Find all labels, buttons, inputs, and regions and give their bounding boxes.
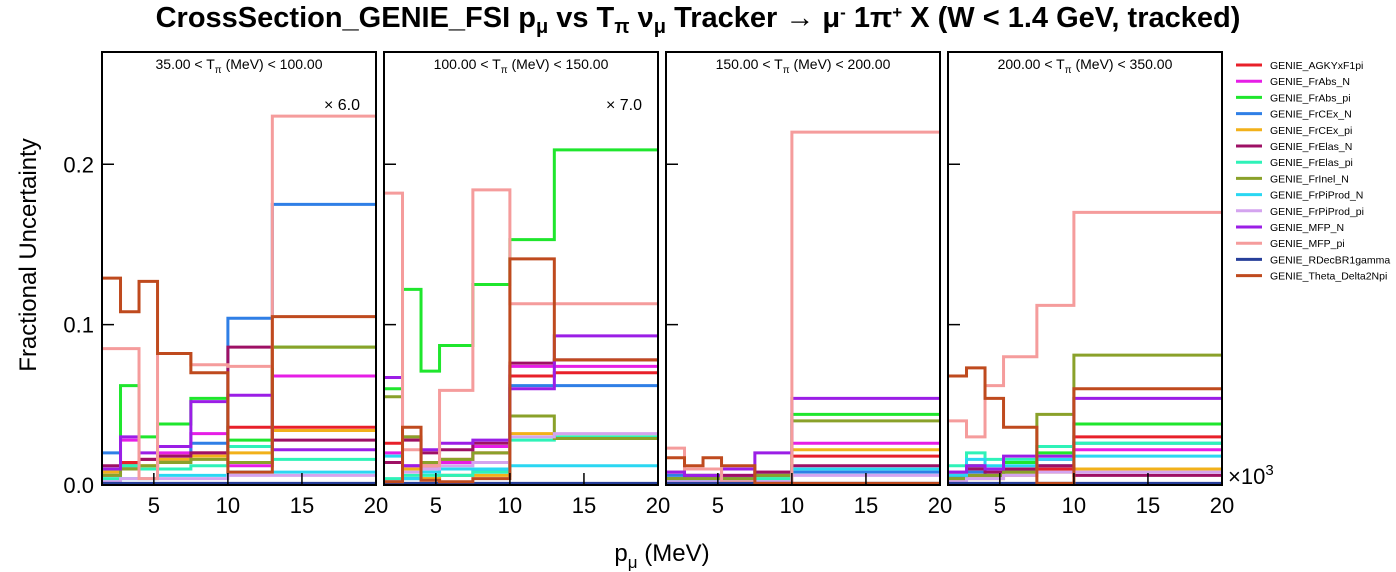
series-line-GENIE_FrPiProd_pi — [102, 473, 376, 484]
series-line-GENIE_MFP_pi — [102, 114, 376, 481]
series-line-GENIE_FrPiProd_pi — [948, 470, 1222, 484]
panel-frame — [947, 51, 1223, 486]
chart-title: CrossSection_GENIE_FSI pμ vs Tπ νμ Track… — [155, 2, 1241, 38]
x-tick-label: 15 — [290, 493, 314, 518]
series-line-GENIE_MFP_N — [384, 334, 658, 468]
series-line-GENIE_FrInel_N — [384, 395, 658, 465]
x-tick-label: 10 — [498, 493, 522, 518]
series-line-GENIE_MFP_pi — [384, 188, 658, 468]
x-tick-label: 15 — [854, 493, 878, 518]
legend-label: GENIE_FrPiProd_N — [1270, 190, 1363, 202]
x-tick-label: 20 — [928, 493, 952, 518]
legend-label: GENIE_FrElas_pi — [1270, 157, 1353, 169]
legend-item: GENIE_FrPiProd_N — [1236, 190, 1363, 202]
legend-label: GENIE_Theta_Delta2Npi — [1270, 271, 1387, 283]
x-tick-label: 5 — [148, 493, 160, 518]
legend: GENIE_AGKYxF1pi GENIE_FrAbs_N GENIE_FrAbs_… — [1236, 60, 1390, 283]
x-tick-label: 20 — [364, 493, 388, 518]
series-line-GENIE_FrAbs_pi — [384, 148, 658, 391]
legend-item: GENIE_MFP_N — [1236, 222, 1344, 234]
legend-item: GENIE_Theta_Delta2Npi — [1236, 271, 1387, 283]
legend-item: GENIE_AGKYxF1pi — [1236, 60, 1363, 72]
x-axis-label: pμ (MeV) — [614, 540, 709, 572]
series-line-GENIE_Theta_Delta2Npi — [666, 456, 940, 485]
scale-factor: × 6.0 — [324, 97, 360, 114]
x-tick-label: 5 — [712, 493, 724, 518]
series-line-GENIE_MFP_N — [948, 396, 1222, 474]
legend-label: GENIE_MFP_N — [1270, 222, 1344, 234]
series-line-GENIE_FrPiProd_pi — [384, 432, 658, 484]
legend-label: GENIE_MFP_pi — [1270, 238, 1345, 250]
legend-item: GENIE_FrElas_pi — [1236, 157, 1353, 169]
panel-label: 200.00 < Tπ (MeV) < 350.00 — [998, 56, 1173, 76]
panel-4: 5 10 15 20 200.00 < Tπ (MeV) < 350.00 — [947, 51, 1234, 518]
legend-label: GENIE_FrAbs_N — [1270, 76, 1350, 88]
series-line-GENIE_Theta_Delta2Npi — [102, 276, 376, 474]
legend-item: GENIE_FrAbs_N — [1236, 76, 1350, 88]
series-line-GENIE_MFP_N — [666, 396, 940, 477]
scale-factor: × 7.0 — [606, 97, 642, 114]
x-tick-label: 15 — [1136, 493, 1160, 518]
x-tick-label: 10 — [780, 493, 804, 518]
x-tick-label: 20 — [646, 493, 670, 518]
panel-label: 100.00 < Tπ (MeV) < 150.00 — [434, 56, 609, 76]
panel-frame — [665, 51, 941, 486]
series-line-GENIE_FrPiProd_N — [948, 454, 1222, 477]
series-line-GENIE_FrElas_N — [384, 358, 658, 465]
legend-label: GENIE_FrPiProd_pi — [1270, 206, 1364, 218]
x-tick-label: 20 — [1210, 493, 1234, 518]
series-line-GENIE_FrAbs_pi — [102, 345, 376, 474]
series-line-GENIE_MFP_N — [102, 393, 376, 471]
x-tick-label: 5 — [994, 493, 1006, 518]
legend-item: GENIE_FrAbs_pi — [1236, 92, 1351, 104]
legend-item: GENIE_FrCEx_N — [1236, 109, 1352, 121]
y-tick-label: 0.2 — [63, 152, 94, 177]
y-axis-label: Fractional Uncertainty — [15, 138, 42, 371]
series-line-GENIE_FrElas_pi — [948, 441, 1222, 468]
series-line-GENIE_MFP_pi — [666, 130, 940, 485]
legend-item: GENIE_FrElas_N — [1236, 141, 1352, 153]
legend-label: GENIE_AGKYxF1pi — [1270, 60, 1363, 72]
x-tick-label: 5 — [430, 493, 442, 518]
legend-label: GENIE_FrInel_N — [1270, 173, 1349, 185]
series-line-GENIE_MFP_pi — [948, 210, 1222, 439]
x-axis-exponent: ×103 — [1228, 462, 1274, 489]
panel-frame — [101, 51, 377, 486]
panel-label: 35.00 < Tπ (MeV) < 100.00 — [156, 56, 323, 76]
legend-item: GENIE_MFP_pi — [1236, 238, 1345, 250]
x-tick-label: 15 — [572, 493, 596, 518]
panel-1: 0.0 0.1 0.2 5 10 15 20 35.00 < Tπ (MeV) < 100.0… — [63, 51, 388, 518]
panel-3: 5 10 15 20 150.00 < Tπ (MeV) < 200.00 — [665, 51, 952, 518]
panels: 0.0 0.1 0.2 5 10 15 20 35.00 < Tπ (MeV) < 100.0… — [63, 51, 1234, 518]
series-line-GENIE_FrInel_N — [102, 345, 376, 477]
legend-item: GENIE_FrPiProd_pi — [1236, 206, 1364, 218]
x-tick-label: 10 — [216, 493, 240, 518]
series-line-GENIE_Theta_Delta2Npi — [948, 366, 1222, 485]
panel-label: 150.00 < Tπ (MeV) < 200.00 — [716, 56, 891, 76]
legend-label: GENIE_FrAbs_pi — [1270, 92, 1351, 104]
y-tick-label: 0.1 — [63, 313, 94, 338]
legend-item: GENIE_RDecBR1gamma — [1236, 254, 1390, 266]
x-tick-label: 10 — [1062, 493, 1086, 518]
series-line-GENIE_Theta_Delta2Npi — [384, 257, 658, 484]
legend-label: GENIE_FrCEx_pi — [1270, 125, 1352, 137]
panel-2: 5 10 15 20 100.00 < Tπ (MeV) < 150.00 × 7.0 — [383, 51, 670, 518]
legend-item: GENIE_FrCEx_pi — [1236, 125, 1352, 137]
series-line-GENIE_FrAbs_N — [102, 374, 376, 477]
legend-label: GENIE_FrElas_N — [1270, 141, 1352, 153]
legend-label: GENIE_FrCEx_N — [1270, 109, 1352, 121]
y-tick-label: 0.0 — [63, 473, 94, 498]
legend-label: GENIE_RDecBR1gamma — [1270, 254, 1390, 266]
legend-item: GENIE_FrInel_N — [1236, 173, 1349, 185]
panel-frame — [383, 51, 659, 486]
